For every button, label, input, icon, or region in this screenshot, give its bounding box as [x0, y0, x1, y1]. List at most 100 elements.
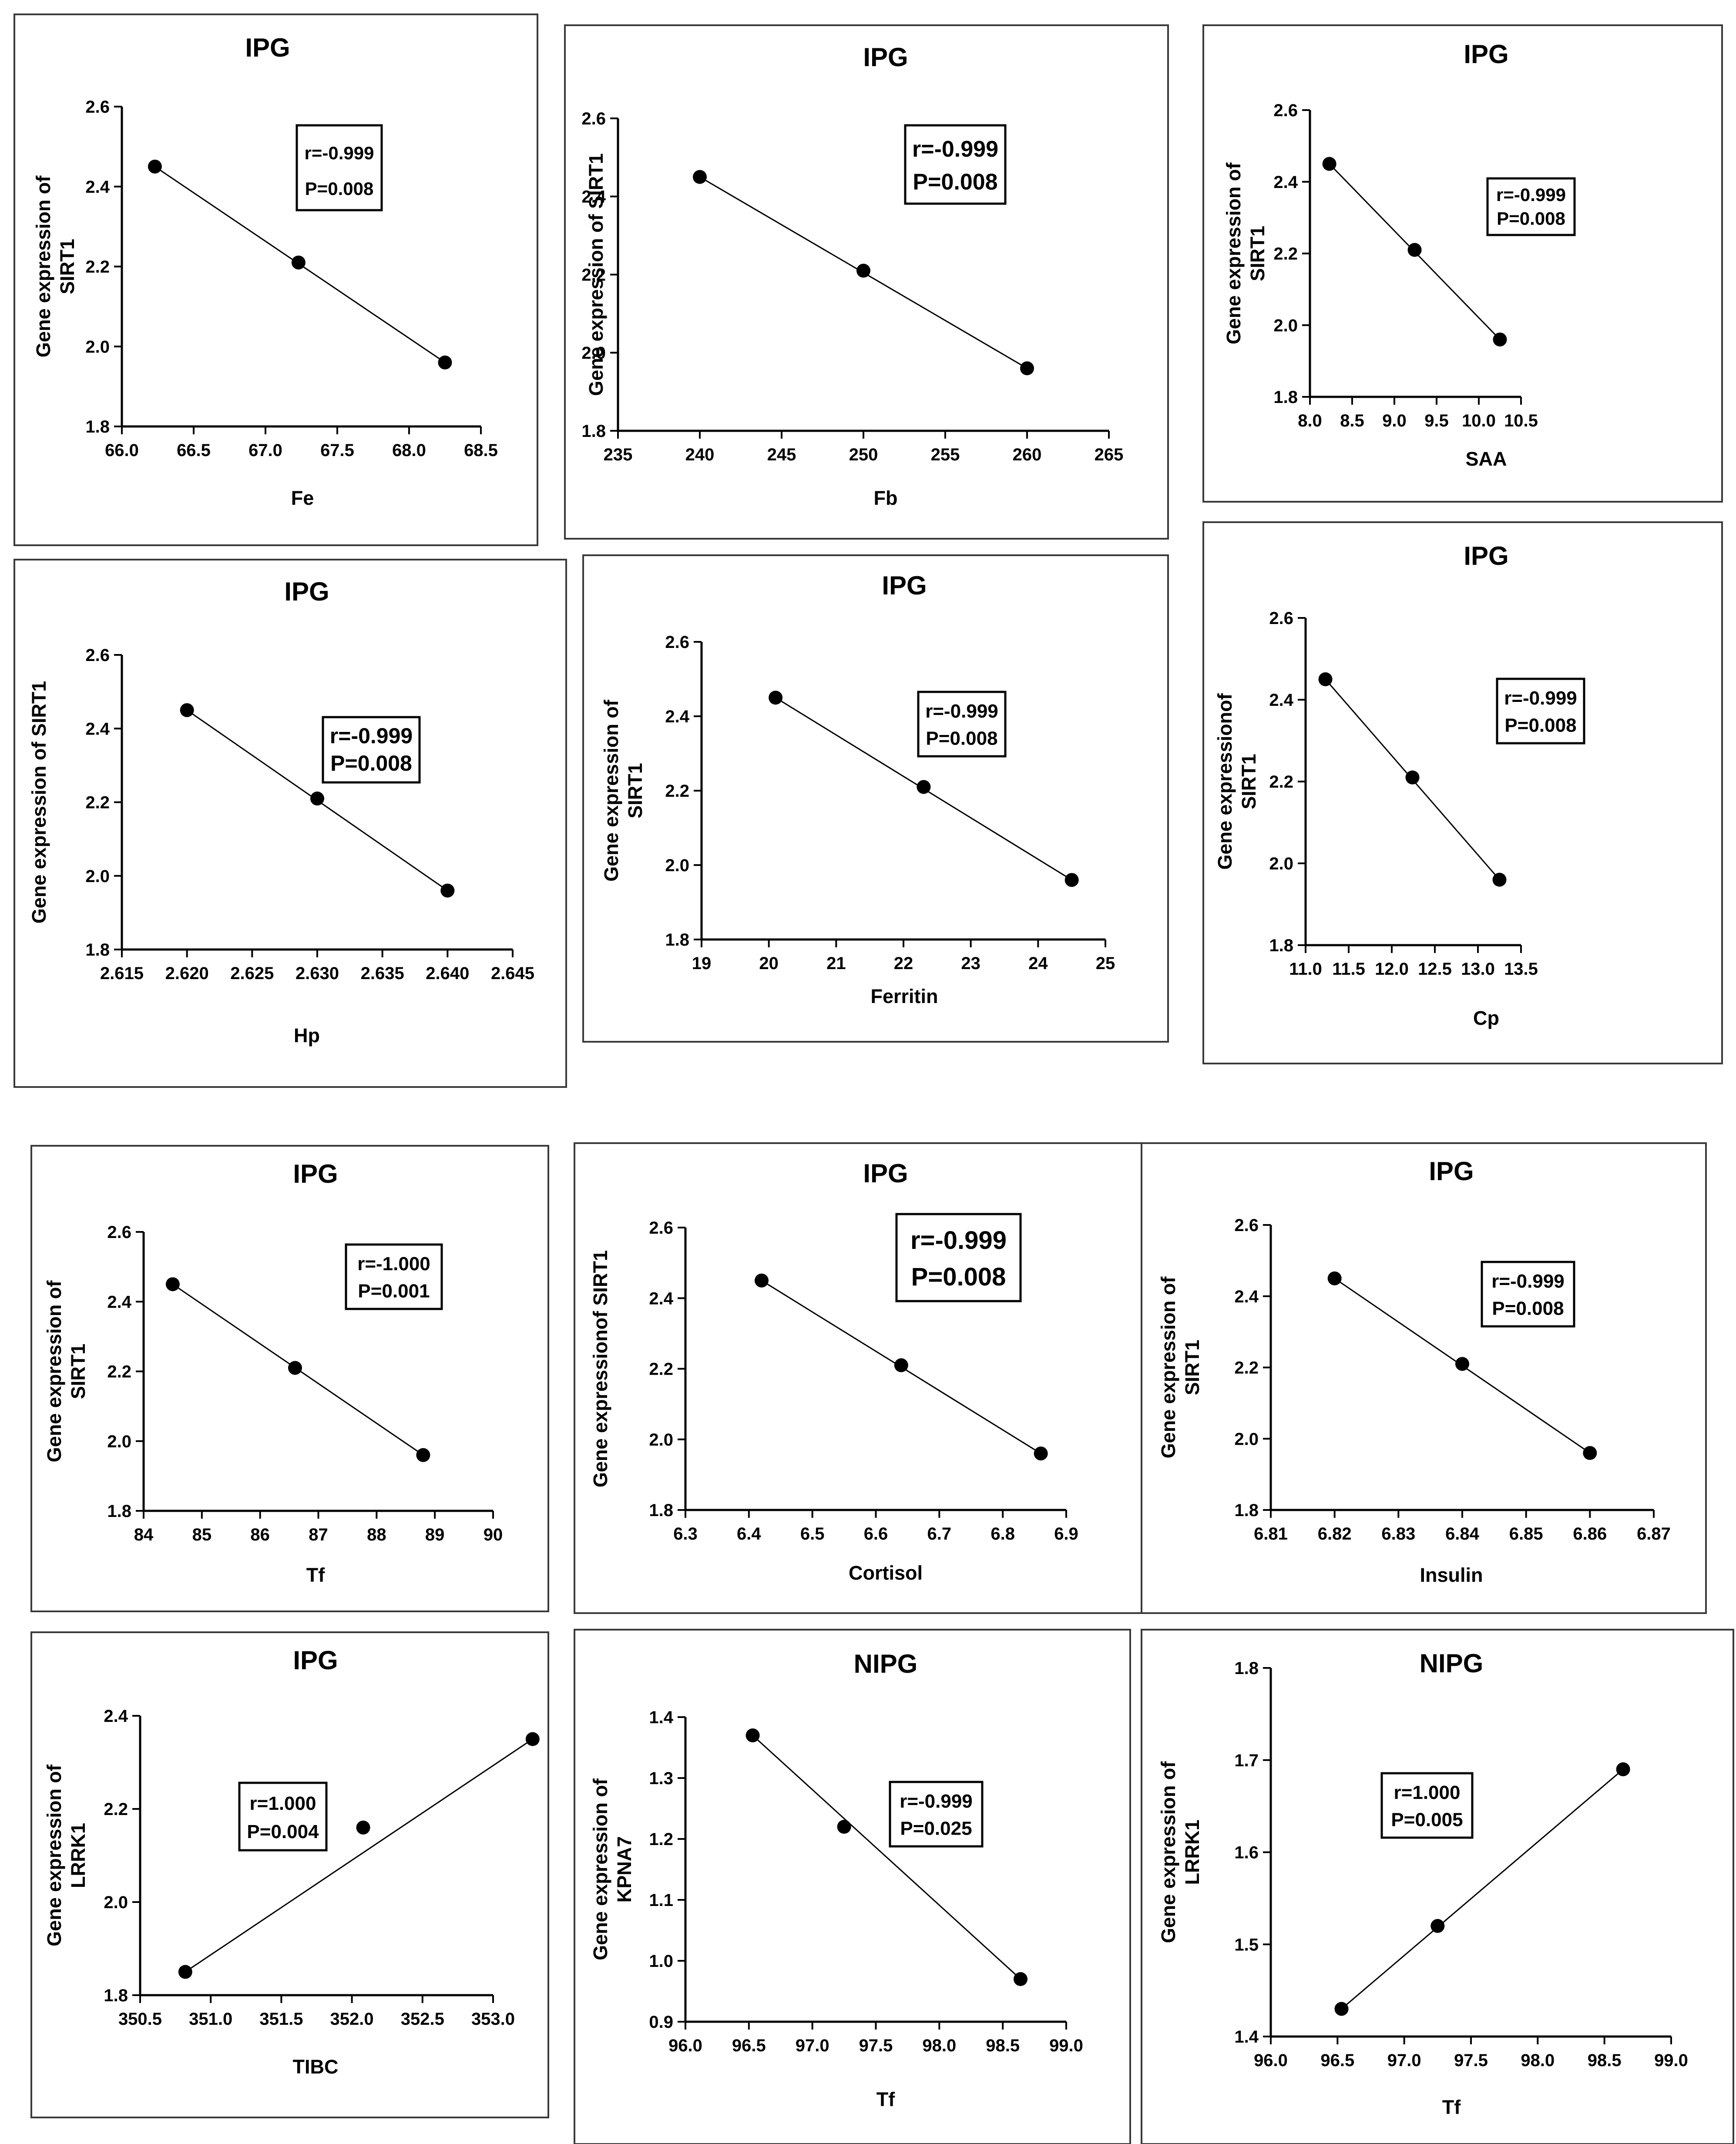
y-tick-label: 1.0: [649, 1952, 673, 1971]
stats-box: r=-0.999 P=0.008: [895, 1213, 1022, 1302]
chart-panel-10: 1.8 2.0 2.2 2.4 350.5 351.0 351.5 352.0 352.5 353…: [30, 1631, 549, 2118]
x-tick-label: 8.5: [1340, 411, 1364, 430]
data-point: [1322, 157, 1336, 171]
x-tick-label: 6.85: [1509, 1524, 1543, 1543]
data-point: [1318, 672, 1333, 686]
panel-frame: [13, 13, 538, 546]
x-axis-label: Tf: [876, 2088, 895, 2110]
stats-box: r=-0.999 P=0.008: [1481, 1261, 1575, 1328]
data-point: [894, 1358, 908, 1372]
x-axis-label: Fe: [291, 487, 314, 509]
y-tick-label: 2.4: [1273, 173, 1298, 192]
x-tick-label: 265: [1095, 445, 1124, 464]
x-tick-label: 68.5: [464, 441, 498, 460]
data-point: [1034, 1446, 1048, 1461]
x-tick-label: 97.0: [796, 2036, 829, 2055]
y-tick-label: 2.4: [107, 1292, 131, 1312]
x-tick-label: 97.5: [859, 2036, 893, 2055]
x-tick-label: 352.5: [401, 2010, 444, 2029]
x-tick-label: 85: [192, 1525, 212, 1544]
y-axis-label: Gene expression of: [1157, 1276, 1179, 1459]
stat-r-value: r=-1.000: [357, 1253, 430, 1275]
y-tick-label: 2.6: [581, 109, 606, 128]
y-tick-label: 2.4: [581, 188, 606, 207]
stats-box-frame: [1496, 678, 1585, 745]
chart-title: NIPG: [854, 1649, 918, 1678]
x-tick-label: 353.0: [471, 2010, 515, 2029]
y-tick-label: 2.2: [104, 1800, 128, 1819]
y-axis-label: SIRT1: [56, 239, 78, 295]
stats-box: r=1.000 P=0.004: [238, 1782, 328, 1852]
panel-frame: [13, 559, 567, 1088]
x-tick-label: 12.5: [1418, 960, 1452, 979]
y-tick-label: 1.8: [107, 1502, 131, 1521]
x-tick-label: 6.82: [1318, 1524, 1352, 1543]
data-point: [1430, 1919, 1445, 1933]
x-tick-label: 6.81: [1254, 1524, 1288, 1543]
data-point: [148, 159, 162, 174]
fit-line: [185, 1738, 533, 1973]
panel-frame: [1202, 24, 1723, 503]
fit-line: [1341, 1768, 1624, 2010]
x-tick-label: 235: [604, 445, 633, 464]
chart-panel-11: 0.9 1.0 1.1 1.2 1.3 1.4 96.0 96.5 97.0 97.5 98.0 98…: [574, 1629, 1131, 2144]
x-tick-label: 89: [425, 1525, 445, 1544]
x-axis-label: Tf: [1442, 2096, 1461, 2118]
x-tick-label: 250: [849, 445, 878, 464]
x-tick-label: 98.0: [1521, 2051, 1555, 2070]
x-tick-label: 13.0: [1461, 960, 1495, 979]
stat-p-value: P=0.008: [913, 170, 997, 195]
y-axis-label: SIRT1: [67, 1344, 89, 1399]
x-tick-label: 2.630: [295, 964, 339, 983]
x-tick-label: 90: [484, 1525, 503, 1544]
y-tick-label: 2.6: [107, 1223, 131, 1242]
chart-panel-12: 1.4 1.5 1.6 1.7 1.8 96.0 96.5 97.0 97.5 98.0 98.5 9…: [1141, 1629, 1734, 2144]
stat-r-value: r=-0.999: [1496, 185, 1566, 205]
data-point: [165, 1277, 180, 1292]
stats-box-frame: [917, 691, 1007, 758]
y-axis-label: Gene expressionof: [1214, 693, 1236, 869]
stats-box-frame: [1380, 1772, 1474, 1839]
data-point: [180, 703, 194, 717]
x-tick-label: 96.0: [668, 2036, 702, 2055]
x-tick-label: 255: [931, 445, 960, 464]
chart-title: IPG: [1429, 1157, 1474, 1186]
x-tick-label: 66.5: [177, 441, 211, 460]
stat-p-value: P=0.008: [330, 751, 412, 775]
y-axis-label: Gene expression of: [1222, 162, 1245, 345]
x-tick-label: 6.87: [1637, 1524, 1671, 1543]
y-tick-label: 2.0: [104, 1893, 128, 1912]
data-point: [837, 1820, 851, 1834]
x-tick-label: 6.86: [1573, 1524, 1607, 1543]
x-tick-label: 6.4: [737, 1524, 761, 1543]
y-tick-label: 2.0: [1269, 854, 1293, 873]
y-axis-label: SIRT1: [1246, 226, 1269, 282]
y-tick-label: 2.0: [1234, 1429, 1259, 1449]
y-tick-label: 2.6: [85, 97, 110, 117]
x-axis-label: Insulin: [1420, 1564, 1483, 1586]
chart-title: IPG: [1464, 541, 1508, 570]
y-tick-label: 1.5: [1234, 1935, 1259, 1954]
y-tick-label: 1.8: [581, 422, 606, 441]
x-tick-label: 6.6: [864, 1524, 888, 1543]
panel-frame: [564, 24, 1169, 540]
chart-title: IPG: [293, 1159, 338, 1188]
x-tick-label: 84: [134, 1525, 154, 1544]
chart-title: IPG: [284, 577, 329, 606]
y-tick-label: 2.0: [1273, 316, 1298, 335]
chart-title: IPG: [882, 571, 927, 600]
x-tick-label: 20: [759, 954, 779, 973]
x-tick-label: 350.5: [118, 2010, 162, 2029]
y-axis-label: Gene expression of SIRT1: [585, 153, 607, 396]
x-tick-label: 351.5: [259, 2010, 303, 2029]
y-axis-label: LRRK1: [67, 1823, 89, 1888]
y-tick-label: 2.2: [581, 265, 606, 285]
y-tick-label: 1.8: [85, 940, 110, 960]
x-axis-label: Fb: [874, 487, 898, 509]
data-point: [1455, 1357, 1469, 1371]
x-tick-label: 11.5: [1332, 960, 1365, 979]
x-tick-label: 2.625: [230, 964, 274, 983]
data-point: [525, 1732, 540, 1746]
x-tick-label: 260: [1013, 445, 1042, 464]
